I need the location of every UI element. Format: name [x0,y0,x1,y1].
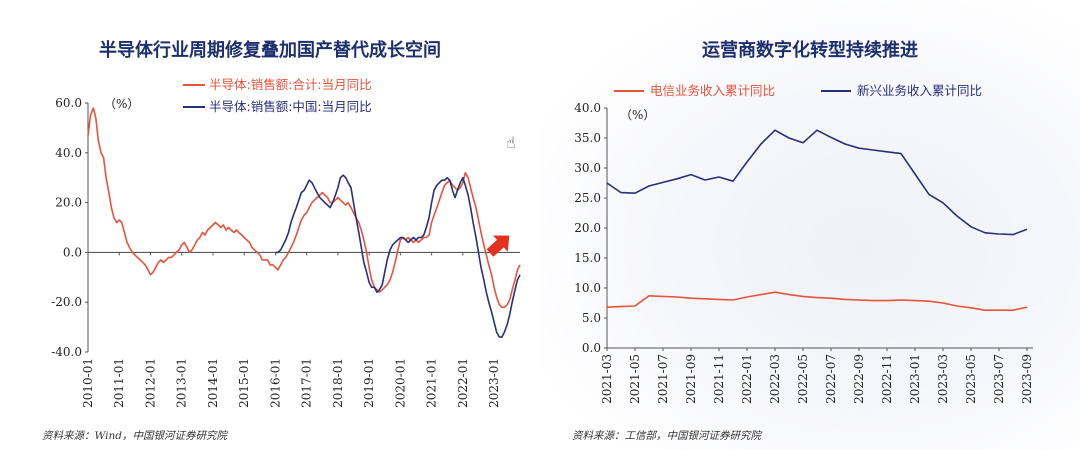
series-line-1 [606,291,1028,311]
x-tick-label: 2019-01 [362,358,376,408]
legend-label-1: 电信业务收入累计同比 [650,83,775,98]
y-tick-label: -20.0 [51,295,82,309]
x-tick-label: 2016-01 [268,358,282,408]
x-tick-label: 2022-01 [456,358,470,408]
y-tick-label: 25.0 [574,191,601,205]
x-tick-label: 2014-01 [206,358,220,408]
x-tick-label: 2022-07 [824,354,838,404]
x-tick-label: 2023-07 [992,354,1006,404]
y-tick-label: 30.0 [574,161,601,175]
right-chart-title: 运营商数字化转型持续推进 [702,40,918,61]
x-tick-label: 2023-03 [936,354,950,404]
x-tick-label: 2010-01 [81,358,95,408]
x-tick-label: 2022-05 [796,354,810,404]
x-tick-label: 2021-03 [600,354,614,404]
x-tick-label: 2017-01 [300,358,314,408]
y-tick-label: 15.0 [574,251,601,265]
x-tick-label: 2021-07 [656,354,670,404]
x-tick-label: 2012-01 [143,358,157,408]
right-chart-panel: 运营商数字化转型持续推进 40.0 35.0 30.0 25.0 20.0 15.0 10.… [540,0,1080,450]
y-tick-label: 10.0 [574,281,601,295]
x-tick-label: 2023-01 [487,358,501,408]
y-tick-label: 0.0 [582,341,601,355]
left-chart-title: 半导体行业周期修复叠加国产替代成长空间 [99,40,441,61]
unit-label: （%） [104,97,139,111]
x-tick-label: 2022-09 [852,354,866,404]
x-tick-label: 2022-03 [768,354,782,404]
series-line-2 [275,174,521,338]
y-tick-label: -40.0 [51,345,82,359]
x-tick-label: 2021-05 [628,354,642,404]
legend-label-2: 半导体:销售额:中国:当月同比 [209,99,372,114]
hand-cursor-icon: ☝ [506,133,516,152]
y-tick-label: 60.0 [55,96,82,110]
x-tick-label: 2021-09 [684,354,698,404]
trend-up-arrow-icon [486,235,510,257]
x-tick-label: 2023-01 [908,354,922,404]
legend-label-1: 半导体:销售额:合计:当月同比 [209,77,372,92]
y-tick-label: 20.0 [574,221,601,235]
x-tick-label: 2023-09 [1020,354,1034,404]
x-tick-label: 2015-01 [237,358,251,408]
y-tick-label: 5.0 [582,311,601,325]
x-tick-label: 2020-01 [393,358,407,408]
y-tick-label: 0.0 [63,245,82,259]
y-tick-label: 35.0 [574,131,601,145]
x-tick-label: 2011-01 [112,358,126,408]
left-chart-source: 资料来源：Wind，中国银河证券研究院 [42,430,227,442]
y-tick-label: 40.0 [574,101,601,115]
x-tick-label: 2018-01 [331,358,345,408]
left-chart-panel: 半导体行业周期修复叠加国产替代成长空间 60.0 40.0 20.0 0.0 -20.0… [42,40,521,442]
x-tick-label: 2021-11 [712,354,726,404]
unit-label: （%） [620,108,655,122]
legend-label-2: 新兴业务收入累计同比 [857,83,982,98]
x-tick-label: 2022-01 [740,354,754,404]
series-line-2 [606,129,1028,236]
x-tick-label: 2021-01 [425,358,439,408]
x-tick-label: 2023-05 [964,354,978,404]
series-line-1 [87,107,521,308]
right-chart-svg: 40.035.030.025.020.015.010.05.00.02021-0… [574,83,1034,404]
y-tick-label: 20.0 [55,196,82,210]
right-chart-source: 资料来源：工信部，中国银河证券研究院 [572,430,761,442]
x-tick-label: 2013-01 [175,358,189,408]
x-tick-label: 2022-11 [880,354,894,404]
y-tick-label: 40.0 [55,146,82,160]
